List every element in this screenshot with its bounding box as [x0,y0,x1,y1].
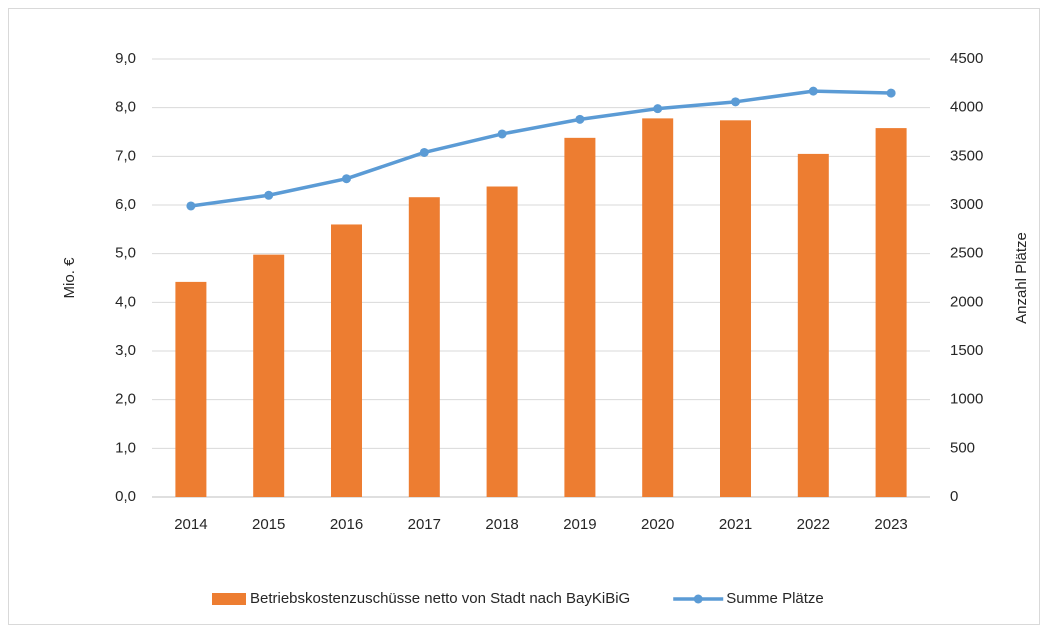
y2-tick-label: 500 [950,439,975,456]
y2-axis-label: Anzahl Plätze [1013,232,1030,324]
bar [486,186,518,498]
bar [175,281,207,497]
legend-label: Summe Plätze [726,590,824,607]
y2-tick-label: 2000 [950,293,983,310]
y2-tick-label: 1500 [950,342,983,359]
y-tick-label: 6,0 [115,196,136,213]
bar [797,153,829,497]
x-tick-label: 2023 [874,516,907,533]
line-marker [497,129,507,139]
x-tick-label: 2015 [252,516,285,533]
y2-tick-label: 3000 [950,196,983,213]
line-marker [886,88,896,98]
y-tick-label: 2,0 [115,391,136,408]
bar [720,120,751,497]
y-tick-label: 5,0 [115,245,136,262]
line-marker [342,174,351,184]
x-tick-label: 2019 [563,516,596,533]
line-marker [264,190,274,200]
y2-tick-label: 0 [950,488,958,505]
y2-tick-label: 1000 [950,391,983,408]
bar [331,224,362,497]
y-axis-label: Mio. € [61,257,78,299]
bar [408,197,440,498]
legend-swatch [212,593,246,605]
line-marker [653,104,663,114]
y2-tick-label: 4500 [950,50,983,67]
line-marker [575,114,585,124]
y-tick-label: 3,0 [115,342,136,359]
line [190,89,892,208]
line-marker [419,147,429,157]
line-marker [808,86,818,96]
legend-marker [693,594,703,604]
y-tick-label: 7,0 [115,147,136,164]
bar [642,118,674,497]
x-tick-label: 2016 [330,516,363,533]
bar [564,137,596,497]
x-tick-label: 2017 [408,516,441,533]
y-tick-label: 0,0 [115,488,136,505]
x-tick-label: 2020 [641,516,674,533]
line-marker [731,97,740,107]
x-tick-label: 2018 [485,516,518,533]
y2-tick-label: 4000 [950,99,983,116]
x-tick-label: 2021 [719,516,752,533]
y2-tick-label: 3500 [950,147,983,164]
bar [875,128,907,497]
y2-tick-label: 2500 [950,245,983,262]
x-tick-label: 2022 [797,516,830,533]
line-marker [186,201,196,211]
bar [253,254,285,497]
x-tick-label: 2014 [174,516,207,533]
y-tick-label: 4,0 [115,293,136,310]
legend-label: Betriebskostenzuschüsse netto von Stadt … [250,590,630,607]
y-tick-label: 9,0 [115,50,136,67]
y-tick-label: 8,0 [115,99,136,116]
y-tick-label: 1,0 [115,439,136,456]
